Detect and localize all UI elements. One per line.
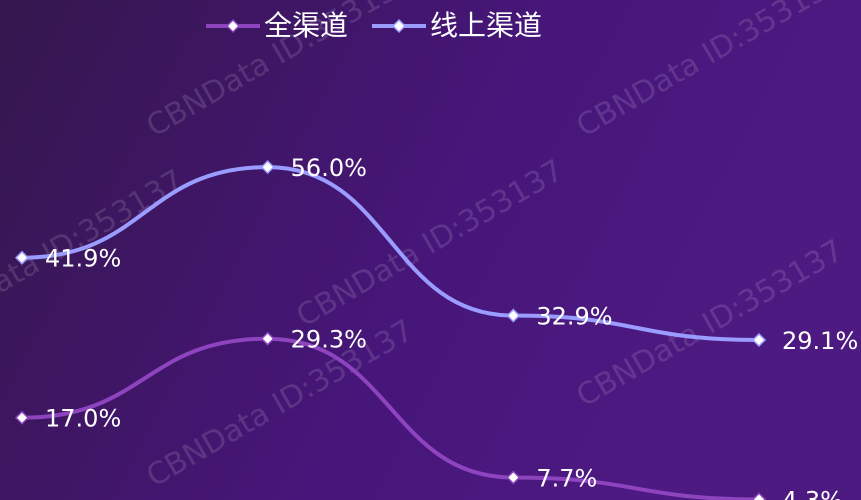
value-label: 4.3% [782, 486, 843, 500]
point-marker [260, 331, 275, 346]
value-label: 7.7% [536, 465, 597, 493]
plot: 17.0% 29.3% 7.7% 4.3% 41.9% 56.0% 32.9% 29.1% [14, 154, 858, 500]
value-label: 29.3% [291, 326, 367, 354]
legend-marker [225, 18, 241, 34]
legend: 全渠道 线上渠道 [206, 9, 542, 42]
series-line [21, 165, 760, 342]
value-label: 56.0% [291, 154, 367, 182]
point-marker [506, 308, 521, 323]
value-label: 41.9% [45, 245, 121, 273]
point-marker [506, 470, 521, 485]
legend-label: 线上渠道 [430, 9, 542, 42]
point-marker [260, 160, 275, 175]
point-marker [751, 332, 767, 348]
legend-label: 全渠道 [264, 9, 348, 42]
point-marker [14, 250, 30, 265]
value-label: 32.9% [536, 303, 612, 331]
value-label: 17.0% [45, 405, 121, 433]
series-line [21, 336, 760, 500]
point-marker [14, 410, 30, 425]
point-marker [751, 492, 767, 500]
value-label: 29.1% [782, 327, 858, 355]
legend-marker [391, 18, 407, 34]
